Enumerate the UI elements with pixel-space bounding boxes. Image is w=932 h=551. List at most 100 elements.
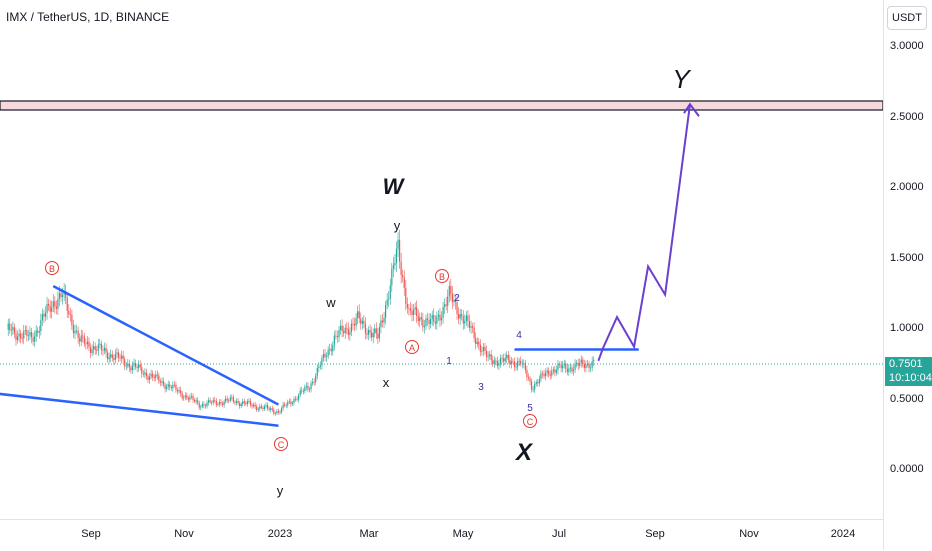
candle-body [58, 292, 61, 299]
candle-body [23, 331, 25, 339]
candle-body [566, 368, 568, 373]
candle-body [353, 323, 356, 326]
candle-body [221, 403, 224, 405]
last-price-tag: 0.7501 [885, 357, 932, 371]
candle-body [43, 314, 45, 317]
candle-body [394, 263, 396, 266]
candle-body [85, 343, 87, 345]
candle-body [167, 384, 169, 387]
time-axis[interactable] [0, 519, 883, 551]
candle-body [495, 360, 497, 362]
candle-body [162, 381, 165, 385]
candle-body [277, 411, 280, 413]
subwave-2: 2 [454, 293, 460, 304]
price-chart[interactable]: W X Y y w x y B C B A C 1 2 3 4 5 [0, 0, 883, 519]
candle-body [29, 332, 31, 336]
candle-body [207, 400, 210, 403]
candle-body [266, 405, 269, 409]
candle-body [82, 335, 84, 337]
candle-body [100, 343, 103, 350]
candle-body [193, 399, 196, 402]
candle-body [169, 384, 171, 388]
candle-body [341, 325, 343, 332]
candle-body [159, 381, 162, 383]
x-tick: Nov [739, 528, 759, 540]
candle-body [24, 330, 26, 332]
candle-body [304, 386, 306, 392]
candle-body [398, 239, 401, 262]
candle-body [204, 405, 207, 407]
candle-body [37, 330, 39, 333]
candle-body [61, 294, 64, 298]
candle-body [451, 293, 453, 302]
candle-body [124, 359, 126, 367]
candles-group [7, 229, 595, 416]
candle-body [189, 396, 191, 400]
candle-body [96, 350, 98, 351]
candle-body [299, 390, 301, 395]
candle-body [276, 411, 278, 414]
candle-body [274, 413, 276, 414]
candle-body [77, 330, 79, 339]
candle-body [563, 363, 565, 366]
symbol-header: IMX / TetherUS, 1D, BINANCE [6, 10, 170, 24]
currency-button[interactable]: USDT [887, 6, 927, 30]
candle-body [197, 400, 199, 403]
candle-body [591, 361, 593, 368]
candle-body [349, 331, 351, 335]
candle-body [201, 404, 203, 407]
candle-body [464, 320, 466, 324]
candle-body [232, 397, 235, 402]
candle-body [358, 311, 360, 319]
candle-body [270, 408, 272, 410]
candle-body [383, 317, 385, 323]
candle-body [417, 316, 419, 322]
candle-body [330, 348, 332, 352]
candle-body [381, 320, 384, 323]
candle-body [541, 373, 544, 375]
candle-body [21, 338, 23, 340]
candle-body [327, 349, 329, 357]
candle-body [512, 361, 514, 363]
candle-body [471, 326, 474, 328]
candle-body [521, 363, 523, 365]
candle-body [321, 357, 323, 366]
candle-body [333, 335, 335, 346]
candle-body [544, 372, 547, 377]
candle-body [375, 328, 377, 334]
price-axis[interactable] [883, 0, 932, 550]
label-x-small: x [383, 375, 390, 390]
label-w-small: w [325, 295, 336, 310]
candle-body [46, 304, 48, 313]
candle-body [507, 354, 509, 360]
candle-body [89, 347, 92, 353]
candle-body [172, 384, 174, 389]
candle-body [127, 363, 129, 366]
y-tick: 3.0000 [890, 40, 924, 52]
candle-body [69, 314, 71, 316]
candle-body [237, 401, 239, 404]
candle-body [448, 286, 450, 297]
candle-body [493, 360, 495, 364]
candle-body [156, 374, 158, 376]
candle-body [10, 329, 12, 331]
candle-body [229, 397, 231, 401]
candle-body [97, 344, 99, 351]
candle-body [506, 354, 508, 358]
subwave-5: 5 [527, 403, 533, 414]
candle-body [223, 401, 225, 405]
candle-body [290, 401, 292, 405]
candle-body [181, 393, 183, 399]
candle-body [357, 311, 359, 318]
candle-body [257, 408, 259, 410]
candle-body [245, 403, 247, 405]
candle-body [478, 341, 480, 345]
candle-body [549, 374, 551, 376]
wave-circle-c1: C [274, 437, 288, 451]
candle-body [18, 333, 20, 337]
candle-body [406, 303, 408, 309]
candle-body [509, 359, 511, 364]
subwave-1: 1 [446, 356, 452, 367]
candle-body [128, 363, 130, 368]
candle-body [291, 402, 294, 405]
